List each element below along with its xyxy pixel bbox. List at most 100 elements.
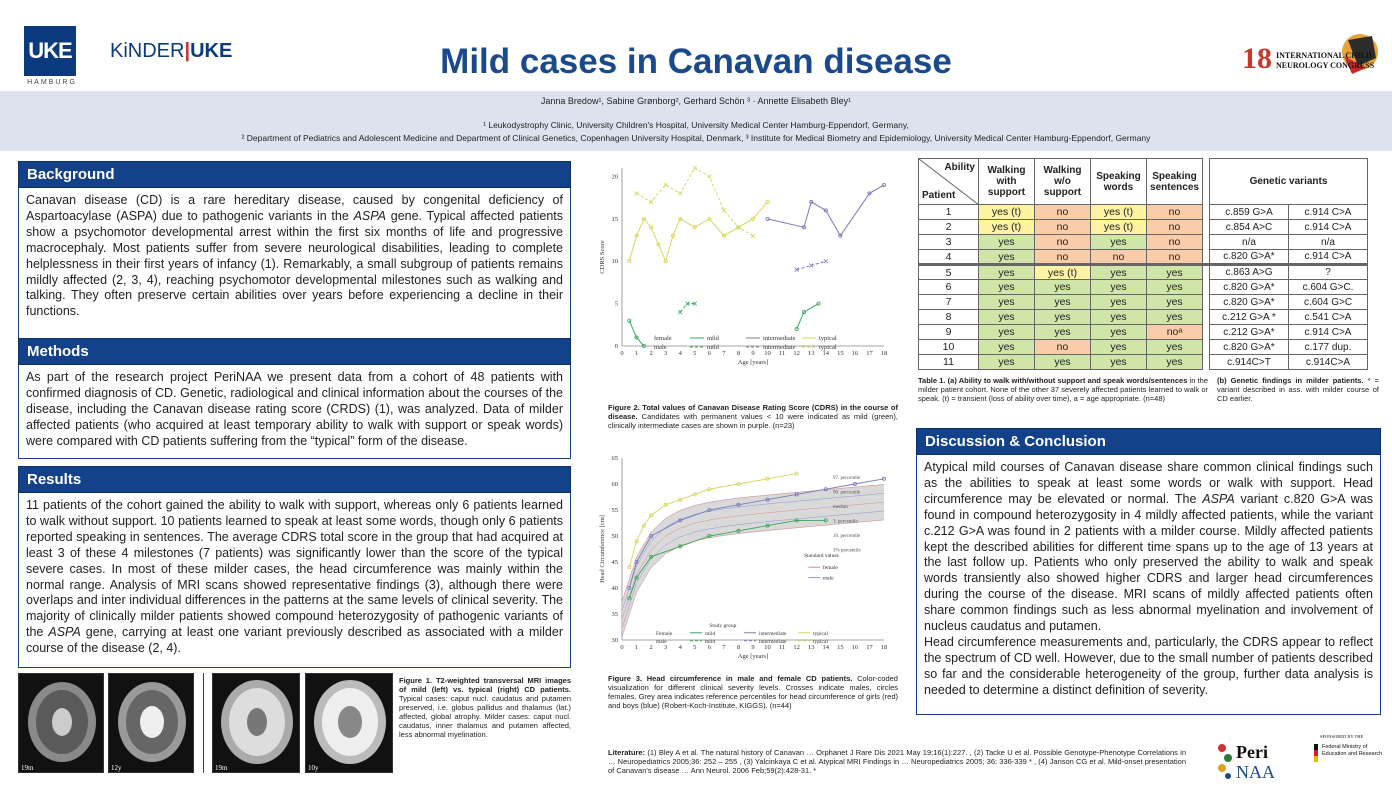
reference-band	[622, 484, 884, 638]
kinder-logo-uke: UKE	[190, 40, 233, 62]
data-point-typical	[736, 482, 741, 487]
data-point-intermediate	[794, 492, 799, 497]
ability-cell: no	[1034, 339, 1091, 355]
data-point-mild	[794, 518, 799, 523]
data-point-intermediate	[707, 508, 712, 513]
data-point-typical	[663, 502, 668, 507]
ability-cell: yes	[1146, 279, 1203, 295]
ability-cell: yes (t)	[978, 204, 1035, 220]
data-point-typical	[634, 233, 639, 238]
x-axis-label: Age [years]	[738, 653, 769, 660]
ability-cell: yes	[1034, 294, 1091, 310]
x-tick-label: 13	[808, 350, 815, 357]
variant-1: c.820 G>A*	[1209, 294, 1289, 310]
variant-1: c.820 G>A*	[1209, 279, 1289, 295]
ability-cell: no	[1034, 249, 1091, 265]
table-row: 3 yes no yes no n/a n/a	[918, 234, 1368, 250]
table-gap-cell	[1202, 294, 1210, 310]
percentile-line	[621, 484, 885, 602]
point-stroke	[823, 258, 829, 264]
x-tick-label: 2	[649, 350, 652, 357]
data-point-mild	[627, 318, 632, 323]
results-text-a: 11 patients of the cohort gained the abi…	[26, 498, 563, 640]
data-point-typical	[692, 165, 698, 171]
variant-2: c.604 G>C.	[1288, 279, 1368, 295]
point-stroke	[677, 309, 683, 315]
data-point-mild	[794, 327, 799, 332]
x-tick-label: 7	[722, 644, 726, 651]
patient-id: 11	[918, 354, 979, 370]
data-point-typical	[677, 191, 683, 196]
data-point-typical	[663, 182, 668, 188]
data-point-intermediate	[823, 258, 829, 264]
variant-2: c.177 dup.	[1288, 339, 1368, 355]
variant-2: ?	[1288, 264, 1368, 280]
legend-label-intermediate: intermediate	[763, 335, 796, 342]
x-tick-label: 4	[679, 644, 683, 651]
table-gap-cell	[1202, 204, 1210, 220]
ability-cell: yes	[978, 339, 1035, 355]
ability-cell: yes	[978, 294, 1035, 310]
sponsored-by: SPONSORED BY THE	[1320, 734, 1364, 739]
x-tick-label: 6	[708, 350, 712, 357]
figure1-caption-text: Typical cases: caput nucl. caudatus and …	[399, 694, 571, 739]
series-line-mild	[628, 320, 645, 347]
table-header-speaking-words: Speaking words	[1090, 158, 1147, 205]
series-line-typical	[628, 473, 797, 568]
data-point-intermediate	[852, 482, 857, 487]
point-stroke	[794, 267, 799, 272]
ability-cell: yes	[1090, 339, 1147, 355]
percentile-label: 90. percentile	[833, 490, 861, 495]
mri-image-mild-1: 19m	[18, 673, 104, 773]
data-point-typical	[634, 191, 639, 196]
point-stroke	[692, 301, 698, 306]
data-point-mild	[649, 554, 654, 559]
ability-cell: no	[1146, 234, 1203, 250]
figure3-caption: Figure 3. Head circumference in male and…	[608, 674, 898, 710]
y-tick-label: 15	[612, 216, 619, 223]
percentile-line	[621, 493, 885, 611]
x-tick-label: 1	[635, 644, 638, 651]
table-row: 6 yes yes yes yes c.820 G>A* c.604 G>C.	[918, 279, 1368, 295]
percentile-label: 3. percentile	[833, 519, 858, 524]
figure3-caption-text: Color-coded visualization for different …	[608, 674, 898, 710]
background-section: Background Canavan disease (CD) is a rar…	[18, 161, 571, 355]
table-gap-cell	[1202, 324, 1210, 340]
literature: Literature: (1) Bley A et al. The natura…	[608, 748, 1186, 775]
x-tick-label: 5	[693, 350, 696, 357]
series-line-mild	[628, 519, 826, 599]
background-body: Canavan disease (CD) is a rare hereditar…	[18, 188, 571, 355]
legend-label-typical: typical	[819, 335, 837, 342]
table-caption-b-text: * = variant described in ass. with milde…	[1217, 376, 1379, 403]
patient-id: 6	[918, 279, 979, 295]
variant-1: c.914C>T	[1209, 354, 1289, 370]
cdrs-chart: 0 1 2 3 4 5 6 7 8 9 10 11 12 13 14 15 16 17 1805101520Age …	[599, 165, 887, 366]
results-section: Results 11 patients of the cohort gained…	[18, 466, 571, 668]
y-tick-label: 65	[612, 455, 619, 462]
point-stroke	[663, 182, 668, 188]
percentile-label: 97. percentile	[833, 476, 861, 481]
point-stroke	[707, 174, 712, 179]
results-heading: Results	[18, 466, 571, 493]
legend-label-mild: mild	[707, 344, 720, 351]
legend-label-intermediate: intermediate	[759, 639, 787, 645]
data-point-intermediate	[808, 263, 814, 268]
congress-logo-graphic: 18 INTERNATIONAL CHILD NEUROLOGY CONGRES…	[1242, 34, 1378, 75]
literature-label: Literature:	[608, 748, 646, 757]
variant-2: n/a	[1288, 234, 1368, 250]
point-stroke	[736, 225, 741, 230]
table-gap-cell	[1202, 279, 1210, 295]
data-point-typical	[736, 225, 741, 230]
series-line-mild	[679, 303, 695, 313]
data-point-mild	[801, 310, 806, 315]
patient-table: Ability Patient Walking with support Wal…	[918, 158, 1368, 370]
data-point-intermediate	[838, 233, 843, 238]
x-tick-label: 0	[620, 644, 623, 651]
mri-label-1: 19m	[21, 764, 34, 772]
methods-section: Methods As part of the research project …	[18, 338, 571, 459]
mri-divider	[203, 673, 204, 773]
data-point-typical	[678, 497, 683, 502]
table-gap-cell	[1202, 339, 1210, 355]
ability-cell: yes	[1034, 354, 1091, 370]
